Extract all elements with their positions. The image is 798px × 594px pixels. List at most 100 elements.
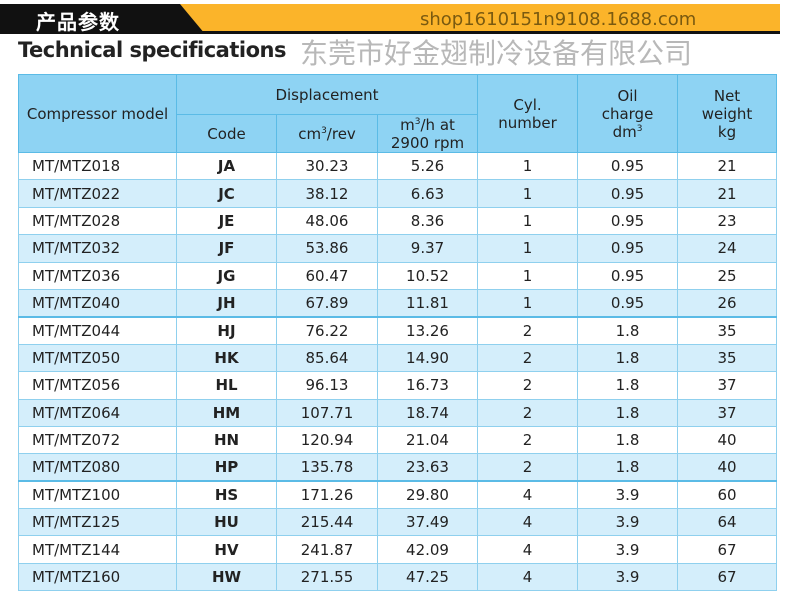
cell-cyl: 2	[477, 453, 579, 482]
cell-weight: 35	[677, 343, 778, 373]
cell-model: MT/MTZ022	[18, 179, 177, 208]
cell-oil: 1.8	[577, 343, 679, 373]
table-row: MT/MTZ056 HL 96.13 16.73 2 1.8 37	[18, 371, 778, 400]
cell-m3h: 23.63	[376, 453, 479, 482]
cell-m3h: 29.80	[376, 480, 479, 510]
cell-cyl: 1	[477, 206, 579, 236]
cell-cm3: 48.06	[276, 206, 378, 236]
cell-m3h: 21.04	[376, 425, 479, 455]
watermark-company: 东莞市好金翅制冷设备有限公司	[300, 37, 693, 70]
cell-cm3: 85.64	[276, 343, 378, 373]
header-oil: Oil charge dm3	[577, 74, 679, 153]
cell-code: HP	[176, 453, 277, 482]
title-banner-black	[0, 4, 205, 34]
cell-weight: 40	[677, 425, 778, 455]
cell-cm3: 215.44	[276, 508, 378, 537]
cell-cm3: 135.78	[276, 453, 378, 482]
cell-oil: 3.9	[577, 508, 679, 537]
cell-m3h: 11.81	[376, 288, 479, 318]
cell-model: MT/MTZ036	[18, 261, 177, 290]
table-row: MT/MTZ032 JF 53.86 9.37 1 0.95 24	[18, 234, 778, 263]
header-code: Code	[176, 114, 277, 153]
cell-weight: 64	[677, 508, 778, 537]
cell-cyl: 2	[477, 425, 579, 455]
cell-code: HS	[176, 480, 277, 510]
cell-model: MT/MTZ050	[18, 343, 177, 373]
cell-cm3: 67.89	[276, 288, 378, 318]
table-row: MT/MTZ022 JC 38.12 6.63 1 0.95 21	[18, 179, 778, 208]
cell-code: HV	[176, 535, 277, 564]
cell-oil: 3.9	[577, 562, 679, 592]
page-title: Technical specifications	[18, 38, 286, 62]
table-row: MT/MTZ044 HJ 76.22 13.26 2 1.8 35	[18, 315, 778, 345]
cell-model: MT/MTZ018	[18, 151, 177, 181]
cell-weight: 60	[677, 480, 778, 510]
cell-cm3: 60.47	[276, 261, 378, 290]
cell-oil: 0.95	[577, 179, 679, 208]
cell-model: MT/MTZ040	[18, 288, 177, 318]
cell-oil: 1.8	[577, 398, 679, 427]
cell-oil: 1.8	[577, 371, 679, 400]
header-m3h: m3/h at 2900 rpm	[376, 114, 479, 153]
cell-oil: 1.8	[577, 453, 679, 482]
header-weight: Net weight kg	[677, 74, 778, 153]
cell-code: HK	[176, 343, 277, 373]
table-row: MT/MTZ100 HS 171.26 29.80 4 3.9 60	[18, 480, 778, 510]
cell-code: JC	[176, 179, 277, 208]
cell-weight: 67	[677, 535, 778, 564]
cell-cm3: 271.55	[276, 562, 378, 592]
cell-cyl: 2	[477, 398, 579, 427]
cell-model: MT/MTZ032	[18, 234, 177, 263]
cell-m3h: 8.36	[376, 206, 479, 236]
cell-m3h: 47.25	[376, 562, 479, 592]
cell-model: MT/MTZ056	[18, 371, 177, 400]
cell-model: MT/MTZ064	[18, 398, 177, 427]
cell-weight: 21	[677, 151, 778, 181]
cell-oil: 0.95	[577, 261, 679, 290]
cell-code: JA	[176, 151, 277, 181]
cell-cyl: 4	[477, 480, 579, 510]
cell-oil: 0.95	[577, 234, 679, 263]
header-cm3: cm3/rev	[276, 114, 378, 153]
cell-cyl: 4	[477, 508, 579, 537]
cell-cyl: 4	[477, 535, 579, 564]
header-model: Compressor model	[18, 74, 177, 153]
cell-weight: 37	[677, 398, 778, 427]
cell-cyl: 4	[477, 562, 579, 592]
cell-m3h: 10.52	[376, 261, 479, 290]
cell-cm3: 107.71	[276, 398, 378, 427]
cell-cm3: 241.87	[276, 535, 378, 564]
table-row: MT/MTZ036 JG 60.47 10.52 1 0.95 25	[18, 261, 778, 290]
cell-oil: 0.95	[577, 206, 679, 236]
header-displacement: Displacement	[175, 74, 479, 115]
cell-model: MT/MTZ044	[18, 315, 177, 345]
table-row: MT/MTZ028 JE 48.06 8.36 1 0.95 23	[18, 206, 778, 236]
cell-cyl: 2	[477, 343, 579, 373]
cell-weight: 37	[677, 371, 778, 400]
cell-m3h: 5.26	[376, 151, 479, 181]
cell-model: MT/MTZ144	[18, 535, 177, 564]
cell-model: MT/MTZ125	[18, 508, 177, 537]
cell-code: HJ	[176, 315, 277, 345]
cell-cyl: 1	[477, 234, 579, 263]
cell-model: MT/MTZ080	[18, 453, 177, 482]
cell-m3h: 16.73	[376, 371, 479, 400]
cell-code: JH	[176, 288, 277, 318]
cell-oil: 0.95	[577, 151, 679, 181]
cell-weight: 25	[677, 261, 778, 290]
cell-cm3: 53.86	[276, 234, 378, 263]
cell-code: JE	[176, 206, 277, 236]
table-row: MT/MTZ072 HN 120.94 21.04 2 1.8 40	[18, 425, 778, 455]
cell-weight: 67	[677, 562, 778, 592]
cell-oil: 3.9	[577, 480, 679, 510]
cell-oil: 1.8	[577, 315, 679, 345]
cell-cm3: 30.23	[276, 151, 378, 181]
cell-cyl: 2	[477, 315, 579, 345]
table-row: MT/MTZ050 HK 85.64 14.90 2 1.8 35	[18, 343, 778, 373]
cell-m3h: 13.26	[376, 315, 479, 345]
cell-m3h: 42.09	[376, 535, 479, 564]
cell-oil: 1.8	[577, 425, 679, 455]
cell-code: HM	[176, 398, 277, 427]
cell-weight: 23	[677, 206, 778, 236]
table-row: MT/MTZ064 HM 107.71 18.74 2 1.8 37	[18, 398, 778, 427]
